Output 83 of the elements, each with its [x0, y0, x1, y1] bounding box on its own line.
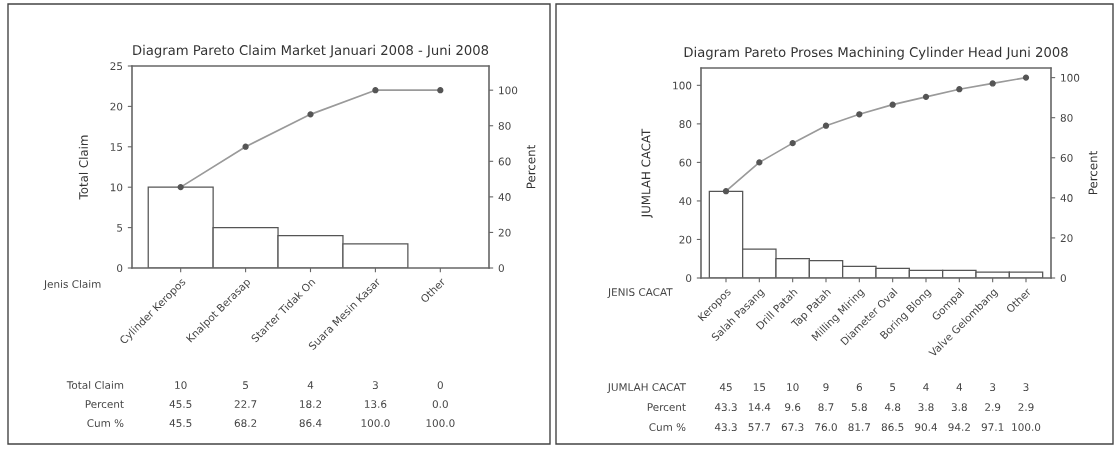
y2-tick-label: 100 — [1061, 73, 1080, 82]
y2-tick-label: 20 — [498, 228, 511, 237]
text: 22.7 — [234, 400, 257, 408]
y2-tick-label: 60 — [498, 157, 511, 166]
y2-tick-label: 0 — [498, 264, 504, 273]
data-label: 5 — [890, 383, 896, 392]
y-tick-label: 60 — [679, 158, 692, 167]
y2-tick-label: 80 — [1060, 113, 1073, 122]
y-tick-label: 40 — [679, 197, 692, 206]
text: Percent — [85, 400, 124, 409]
text: JUMLAH CACAT — [607, 383, 687, 393]
text: 3.8 — [951, 403, 967, 412]
data-label: 100.0 — [361, 419, 390, 428]
text: 2.9 — [1018, 403, 1034, 412]
data-label: 94.2 — [948, 423, 970, 432]
y-tick-label: 15 — [110, 143, 123, 151]
text: 5.8 — [851, 403, 867, 412]
text: 0.0 — [432, 400, 448, 409]
y2-tick-label: 40 — [1060, 194, 1073, 202]
text: Cum % — [87, 419, 124, 428]
y-tick-label: 80 — [679, 120, 692, 128]
data-label: 45 — [719, 383, 732, 392]
text: 4.8 — [884, 403, 901, 412]
data-label: 81.7 — [848, 423, 871, 432]
y-axis-title: Total Claim — [78, 135, 88, 200]
y-tick-label: 25 — [110, 62, 123, 71]
data-label: 15 — [753, 383, 766, 392]
data-label: 6 — [856, 383, 862, 392]
data-label: 86.5 — [881, 423, 904, 432]
y-tick-label: 20 — [110, 102, 123, 111]
data-label: 4 — [923, 383, 929, 391]
data-label: 4 — [956, 383, 963, 391]
data-label: 86.4 — [299, 419, 322, 428]
data-label: 97.1 — [981, 423, 1004, 432]
chart-title: Diagram Pareto Claim Market Januari 2008 - Juni 2008 — [133, 44, 489, 58]
y2-tick-label: 60 — [1060, 154, 1073, 162]
text: 18.2 — [300, 400, 322, 409]
text: 3.8 — [918, 403, 934, 412]
text: Total Claim — [66, 380, 124, 390]
text: Percent — [647, 403, 686, 412]
data-label: 100.0 — [1012, 423, 1041, 432]
y-tick-label: 10 — [110, 183, 123, 192]
data-label: 45.5 — [169, 419, 192, 428]
y-tick-label: 0 — [686, 274, 692, 283]
text: Jenis Claim — [43, 279, 101, 290]
data-label: 100.0 — [426, 419, 455, 428]
y2-axis-title: Percent — [526, 145, 536, 189]
text: 14.4 — [748, 403, 771, 411]
data-label: 57.7 — [748, 423, 771, 432]
text: 8.7 — [818, 403, 834, 412]
text: 45.5 — [169, 400, 192, 409]
y2-tick-label: 20 — [1060, 234, 1073, 243]
y-tick-label: 100 — [673, 81, 692, 90]
text: Cum % — [649, 423, 686, 432]
y-axis-title: JUMLAH CACAT — [641, 128, 653, 218]
y2-tick-label: 40 — [498, 193, 511, 201]
y-tick-label: 20 — [679, 235, 692, 244]
data-label: 3 — [990, 383, 996, 392]
data-label: 3 — [1023, 383, 1029, 392]
data-label: 3 — [372, 381, 378, 390]
data-label: 76.0 — [815, 423, 837, 432]
text: 9.6 — [785, 403, 801, 412]
data-label: 10 — [787, 383, 799, 392]
data-label: 67.3 — [781, 423, 804, 432]
y2-tick-label: 100 — [499, 86, 518, 95]
data-label: 0 — [437, 381, 443, 390]
text: 2.9 — [985, 403, 1001, 412]
y2-axis-title: Percent — [1088, 151, 1098, 195]
data-label: 90.4 — [915, 423, 938, 432]
data-label: 4 — [307, 381, 314, 389]
y2-tick-label: 80 — [498, 121, 511, 130]
text: 13.6 — [364, 400, 387, 409]
text: 43.3 — [714, 403, 737, 412]
data-label: 68.2 — [234, 419, 257, 428]
data-label: 9 — [823, 383, 829, 392]
text: JENIS CACAT — [607, 288, 673, 298]
y-tick-label: 5 — [117, 223, 123, 232]
y2-tick-label: 0 — [1060, 274, 1066, 283]
data-label: 10 — [175, 381, 187, 390]
data-label: 5 — [243, 381, 248, 390]
data-label: 43.3 — [714, 423, 737, 432]
chart-title: Diagram Pareto Proses Machining Cylinder Head Juni 2008 — [684, 46, 1068, 60]
y-tick-label: 0 — [117, 264, 123, 273]
